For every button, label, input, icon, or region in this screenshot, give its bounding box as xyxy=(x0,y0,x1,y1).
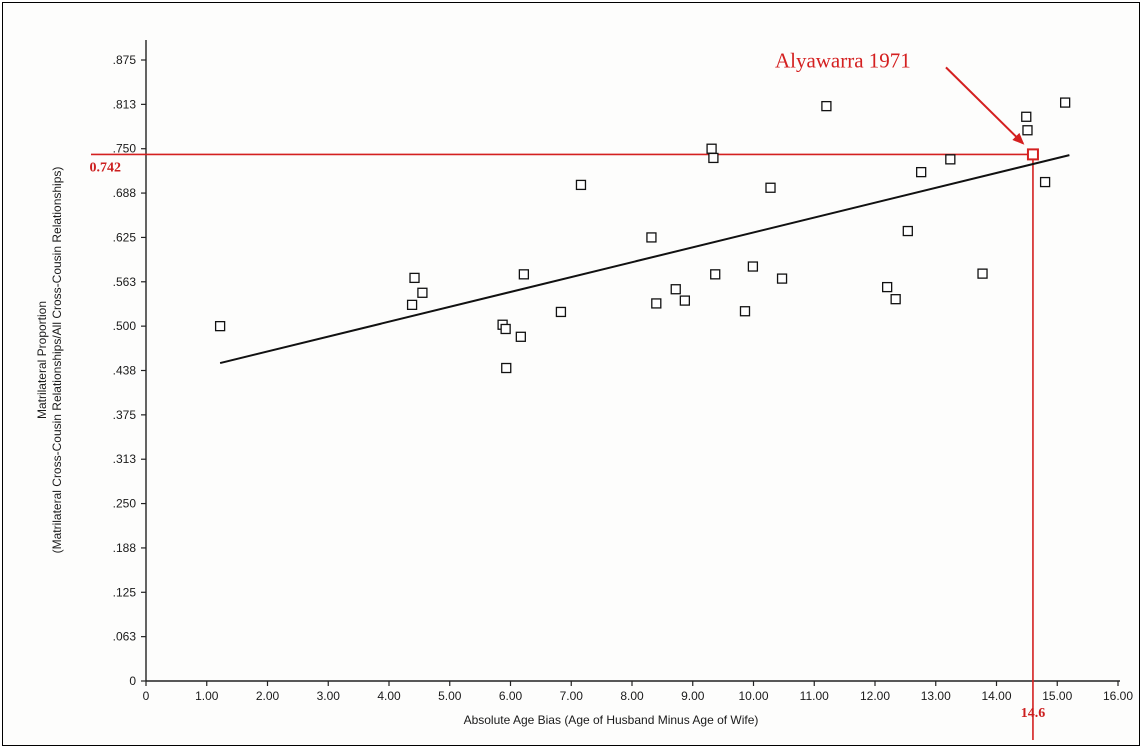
y-tick-label: .188 xyxy=(113,541,137,555)
data-point xyxy=(977,268,988,279)
y-tick-label: .875 xyxy=(113,53,137,67)
data-point xyxy=(646,232,657,243)
data-point xyxy=(518,269,530,280)
data-point xyxy=(1059,97,1071,108)
y-tick-label: .688 xyxy=(113,186,137,200)
y-tick-label: .563 xyxy=(113,275,137,289)
data-point xyxy=(765,182,776,193)
data-point xyxy=(500,323,511,335)
data-point xyxy=(710,269,721,280)
annotation-label-alyawarra: Alyawarra 1971 xyxy=(775,48,911,72)
data-point xyxy=(406,299,418,311)
y-axis-title-line1: Matrilateral Proportion xyxy=(35,301,49,419)
data-point xyxy=(916,166,927,178)
data-point xyxy=(214,320,226,332)
data-point xyxy=(706,143,717,154)
x-tick-label: 10.00 xyxy=(738,689,768,703)
data-point xyxy=(555,306,567,318)
data-point xyxy=(708,152,719,164)
y-tick-label: .813 xyxy=(113,97,137,111)
x-tick-label: 9.00 xyxy=(681,689,705,703)
x-tick-label: 7.00 xyxy=(560,689,584,703)
x-tick-label: 14.00 xyxy=(981,689,1011,703)
y-tick-label: .063 xyxy=(113,630,137,644)
data-point xyxy=(739,306,751,317)
y-tick-label: .625 xyxy=(113,230,137,244)
regression-trend-line xyxy=(219,154,1070,365)
x-tick-label: 5.00 xyxy=(438,689,462,703)
y-tick-label: .500 xyxy=(113,319,137,333)
x-tick-label: 11.00 xyxy=(800,689,829,703)
data-point xyxy=(515,331,526,342)
x-tick-label: 2.00 xyxy=(256,689,280,703)
reference-y-value-label: 0.742 xyxy=(90,160,122,175)
x-tick-label: 15.00 xyxy=(1042,689,1072,703)
x-tick-label: 13.00 xyxy=(921,689,951,703)
highlight-point-marker xyxy=(1026,148,1039,161)
y-axis-title-line2: (Matrilateral Cross-Cousin Relationships… xyxy=(50,167,64,554)
y-tick-label: .375 xyxy=(113,408,137,422)
data-point xyxy=(670,284,681,295)
y-tick-label: .313 xyxy=(113,452,137,466)
data-point xyxy=(651,298,662,309)
x-tick-label: 3.00 xyxy=(317,689,341,703)
x-tick-label: 6.00 xyxy=(499,689,523,703)
annotation-arrow xyxy=(945,66,1025,145)
x-tick-label: 8.00 xyxy=(620,689,644,703)
reference-x-value-label: 14.6 xyxy=(1021,706,1046,721)
data-point xyxy=(776,273,788,284)
data-point xyxy=(902,225,913,237)
data-point xyxy=(575,179,587,191)
data-point xyxy=(1039,176,1051,188)
y-axis-ticks: 0 .063 .125 .188 .250 .313 .375 .438 .500 .563 .62… xyxy=(113,53,146,688)
data-point xyxy=(882,281,893,293)
y-tick-label: .250 xyxy=(113,497,137,511)
data-point xyxy=(1022,125,1033,136)
y-tick-label: .750 xyxy=(113,142,137,156)
data-point xyxy=(890,294,901,305)
data-point xyxy=(679,295,691,306)
x-tick-label: 0 xyxy=(143,689,150,703)
x-tick-label: 16.00 xyxy=(1103,689,1133,703)
x-tick-label: 4.00 xyxy=(377,689,401,703)
data-point xyxy=(409,272,420,284)
data-point xyxy=(821,100,832,112)
data-point xyxy=(1021,111,1032,122)
x-axis-ticks: 0 1.00 2.00 3.00 4.00 5.00 6.00 7.00 8.00 9.00 10.… xyxy=(143,681,1133,703)
y-tick-label: .438 xyxy=(113,364,137,378)
data-point xyxy=(501,362,512,374)
data-point xyxy=(417,287,428,298)
y-tick-label: .125 xyxy=(113,585,137,599)
data-points xyxy=(214,97,1071,374)
data-point xyxy=(945,154,956,165)
x-axis-title: Absolute Age Bias (Age of Husband Minus … xyxy=(464,713,759,727)
x-tick-label: 12.00 xyxy=(860,689,890,703)
data-point xyxy=(747,261,759,272)
y-tick-label: 0 xyxy=(129,674,136,688)
x-tick-label: 1.00 xyxy=(195,689,219,703)
